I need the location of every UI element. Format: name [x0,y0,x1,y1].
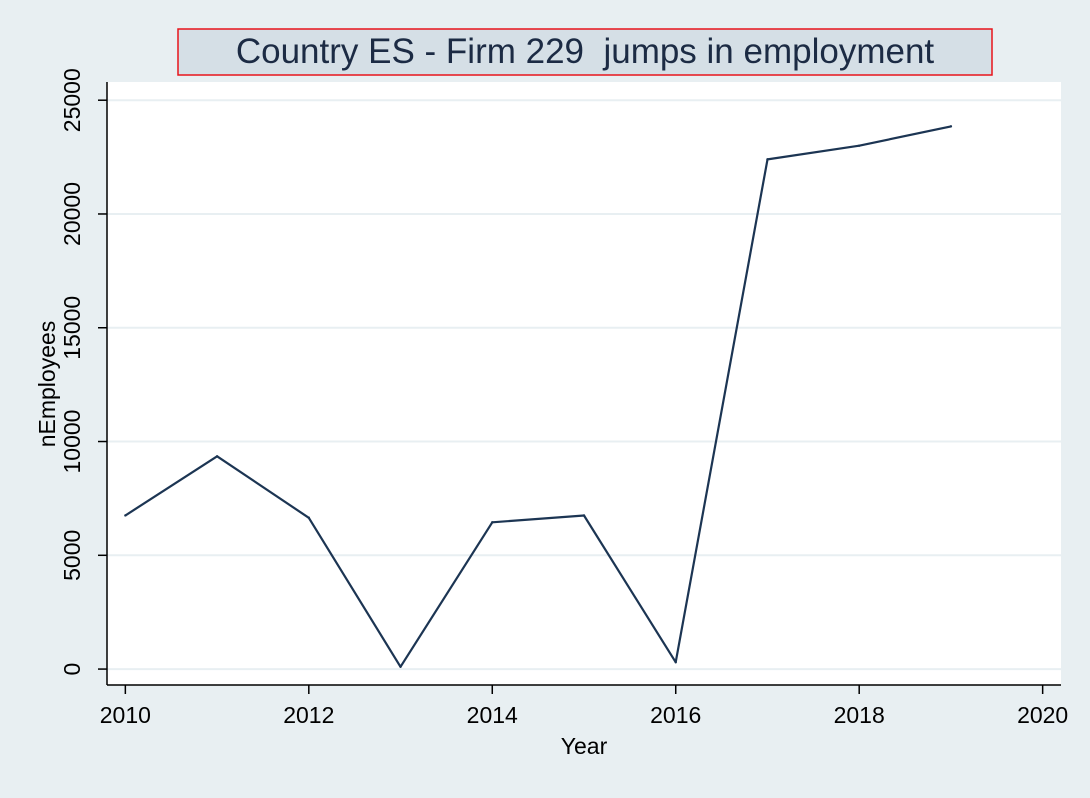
data-point [491,521,494,524]
x-tick-label: 2014 [467,702,518,728]
y-tick-label: 20000 [59,182,85,246]
axes: 2010 2012 2014 2016 2018 2020 0 5000 10000 15000 2… [59,68,1068,728]
series-layer [124,125,953,668]
chart-title: Country ES - Firm 229 jumps in employmen… [236,32,935,71]
data-point [949,125,953,128]
x-tick-label: 2018 [834,702,885,728]
x-tick-label: 2016 [650,702,701,728]
x-axis-label: Year [561,733,608,759]
y-tick-label: 5000 [59,530,85,581]
series-line [124,125,952,668]
y-axis-label: nEmployees [34,321,60,448]
data-point [857,144,861,147]
data-point [215,455,219,458]
x-tick-label: 2012 [283,702,334,728]
y-tick-label: 25000 [59,68,85,132]
x-tick-label: 2020 [1017,702,1068,728]
data-point [124,514,127,517]
y-tick-label: 15000 [59,296,85,360]
data-point [399,665,402,668]
data-point [766,158,769,161]
gridlines [107,99,1061,671]
data-point [582,514,586,517]
x-tick-label: 2010 [100,702,151,728]
data-point [674,661,677,664]
y-tick-label: 0 [59,663,85,676]
title-box [177,28,993,76]
y-tick-label: 10000 [59,410,85,474]
data-point [307,516,311,519]
plot-area [107,82,1061,685]
